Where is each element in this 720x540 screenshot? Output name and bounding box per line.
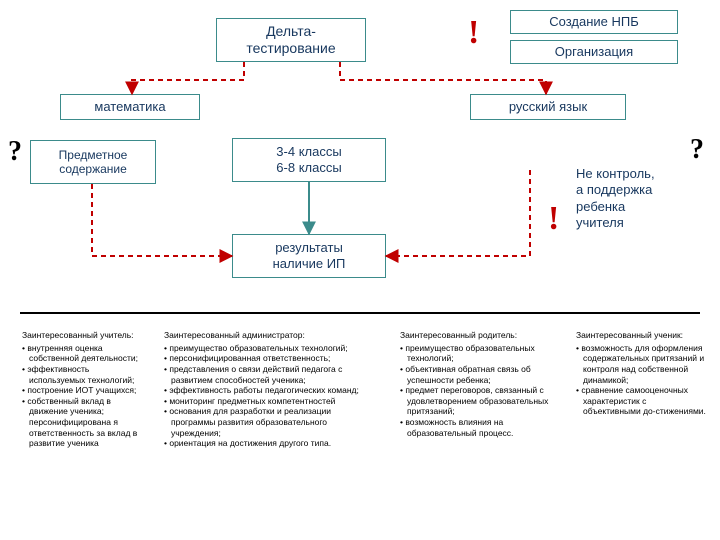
list-item: • мониторинг предметных компетентностей: [164, 396, 374, 407]
list-item: • сравнение самооценочных характеристик …: [576, 385, 706, 417]
list-item: • собственный вклад в движение ученика; …: [22, 396, 142, 449]
list-item: • предмет переговоров, связанный с удовл…: [400, 385, 550, 417]
delta-box: Дельта- тестирование: [216, 18, 366, 62]
npb-box: Создание НПБ: [510, 10, 678, 34]
excl-right: !: [548, 200, 559, 238]
list-item: • эффективность используемых технологий;: [22, 364, 142, 385]
col-admin-title: Заинтересованный администратор:: [164, 330, 374, 341]
support-text: Не контроль, а поддержка ребенка учителя: [576, 166, 706, 231]
col-student-title: Заинтересованный ученик:: [576, 330, 706, 341]
list-item: • персонифицированная ответственность;: [164, 353, 374, 364]
math-box: математика: [60, 94, 200, 120]
org-box: Организация: [510, 40, 678, 64]
list-item: • внутренняя оценка собственной деятельн…: [22, 343, 142, 364]
question-right: ?: [690, 134, 704, 166]
list-item: • преимущество образовательных технологи…: [400, 343, 550, 364]
list-item: • эффективность работы педагогических ко…: [164, 385, 374, 396]
list-item: • представления о связи действий педагог…: [164, 364, 374, 385]
col-admin: Заинтересованный администратор: • преиму…: [164, 330, 374, 449]
list-item: • возможность влияния на образовательный…: [400, 417, 550, 438]
list-item: • основания для разработки и реализации …: [164, 406, 374, 438]
col-admin-list: • преимущество образовательных технологи…: [164, 343, 374, 449]
list-item: • преимущество образовательных технологи…: [164, 343, 374, 354]
divider: [20, 312, 700, 314]
col-teacher: Заинтересованный учитель: • внутренняя о…: [22, 330, 142, 449]
results-box: результаты наличие ИП: [232, 234, 386, 278]
col-student-list: • возможность для оформления содержатель…: [576, 343, 706, 417]
subject-box: Предметное содержание: [30, 140, 156, 184]
question-left: ?: [8, 136, 22, 168]
excl-top: !: [468, 14, 479, 52]
list-item: • ориентация на достижения другого типа.: [164, 438, 374, 449]
col-teacher-list: • внутренняя оценка собственной деятельн…: [22, 343, 142, 449]
list-item: • объективная обратная связь об успешнос…: [400, 364, 550, 385]
list-item: • построение ИОТ учащихся;: [22, 385, 142, 396]
classes-box: 3-4 классы 6-8 классы: [232, 138, 386, 182]
col-parent: Заинтересованный родитель: • преимуществ…: [400, 330, 550, 438]
col-parent-list: • преимущество образовательных технологи…: [400, 343, 550, 439]
list-item: • возможность для оформления содержатель…: [576, 343, 706, 386]
col-student: Заинтересованный ученик: • возможность д…: [576, 330, 706, 417]
col-teacher-title: Заинтересованный учитель:: [22, 330, 142, 341]
col-parent-title: Заинтересованный родитель:: [400, 330, 550, 341]
rus-box: русский язык: [470, 94, 626, 120]
